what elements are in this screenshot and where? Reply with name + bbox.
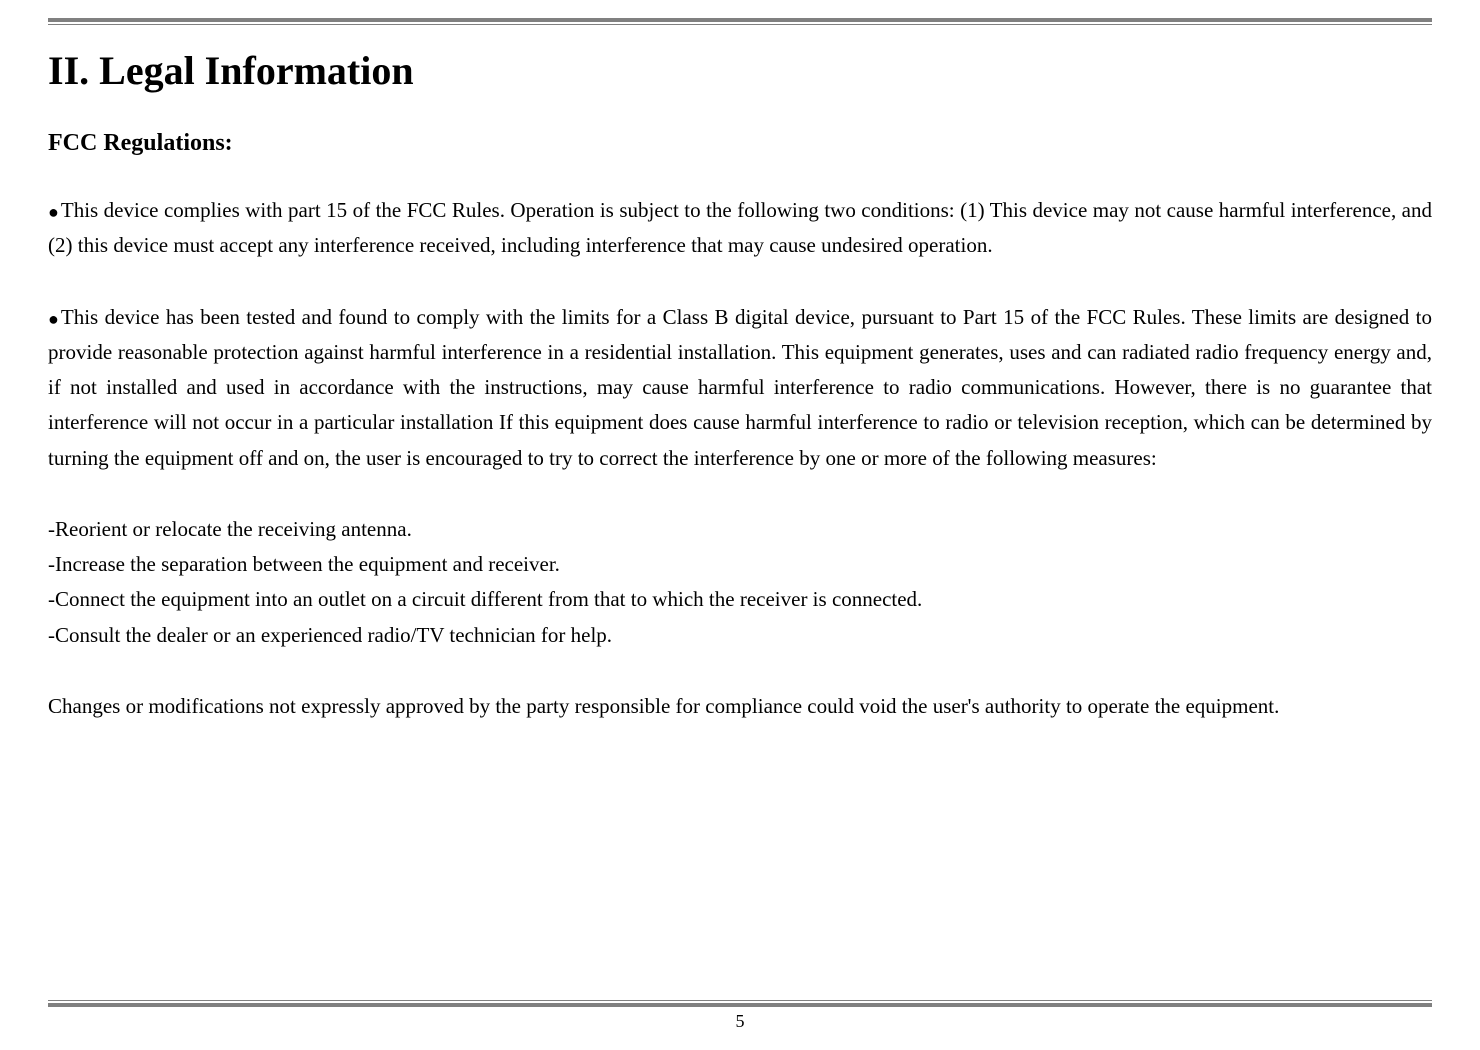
bullet-icon: ●	[48, 304, 59, 334]
bullet-icon: ●	[48, 197, 59, 227]
paragraph-1: ●This device complies with part 15 of th…	[48, 193, 1432, 264]
page-number: 5	[48, 1011, 1432, 1032]
top-border-thick	[48, 18, 1432, 22]
paragraph-2-text: This device has been tested and found to…	[48, 305, 1432, 470]
bottom-border-thin	[48, 1000, 1432, 1001]
page-title: II. Legal Information	[48, 47, 1432, 94]
page-footer: 5	[48, 1000, 1432, 1032]
measures-list: -Reorient or relocate the receiving ante…	[48, 512, 1432, 653]
paragraph-3: Changes or modifications not expressly a…	[48, 689, 1432, 724]
measure-item: -Increase the separation between the equ…	[48, 547, 1432, 582]
measure-item: -Connect the equipment into an outlet on…	[48, 582, 1432, 617]
document-page: II. Legal Information FCC Regulations: ●…	[0, 0, 1480, 724]
document-content: II. Legal Information FCC Regulations: ●…	[48, 25, 1432, 724]
measure-item: -Consult the dealer or an experienced ra…	[48, 618, 1432, 653]
measure-item: -Reorient or relocate the receiving ante…	[48, 512, 1432, 547]
paragraph-1-text: This device complies with part 15 of the…	[48, 198, 1432, 257]
paragraph-2: ●This device has been tested and found t…	[48, 300, 1432, 476]
section-heading: FCC Regulations:	[48, 130, 1432, 157]
bottom-border-thick	[48, 1003, 1432, 1007]
